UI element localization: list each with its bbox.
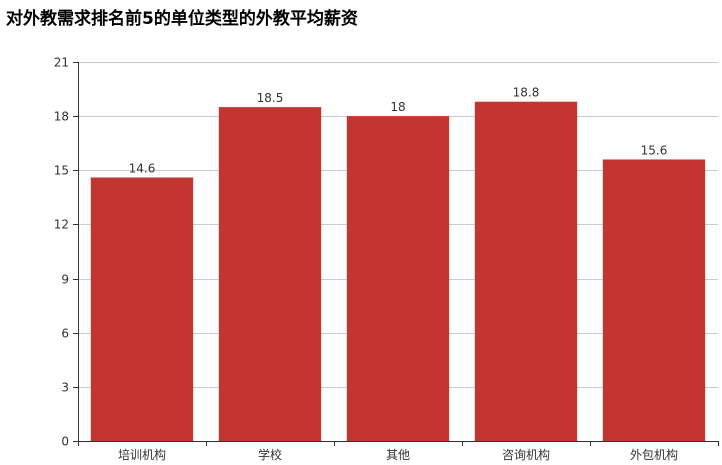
x-axis-tick-label: 学校 <box>258 447 282 462</box>
bar <box>90 177 194 441</box>
y-axis-tick-label: 21 <box>54 56 69 70</box>
data-label: 18.8 <box>513 86 540 100</box>
data-label: 18 <box>390 100 405 114</box>
y-axis-tick-label: 3 <box>61 381 69 395</box>
x-axis-tick-labels: 培训机构 学校 其他 咨询机构 外包机构 <box>118 447 678 462</box>
data-labels: 14.6 18.5 18 18.8 15.6 <box>129 86 668 176</box>
x-axis-tick-label: 咨询机构 <box>502 447 550 462</box>
axes <box>73 62 719 446</box>
bar <box>346 116 450 442</box>
x-axis-tick-label: 其他 <box>386 448 410 462</box>
y-axis-tick-label: 9 <box>61 273 69 287</box>
bar <box>218 107 322 441</box>
data-label: 15.6 <box>641 143 668 157</box>
y-axis-tick-labels: 0 3 6 9 12 15 18 21 <box>54 56 69 449</box>
bars <box>90 101 706 442</box>
y-axis-tick-label: 12 <box>54 218 69 232</box>
x-axis-tick-label: 培训机构 <box>118 447 166 462</box>
data-label: 14.6 <box>129 162 156 176</box>
y-axis-tick-label: 18 <box>54 110 69 124</box>
y-axis-tick-label: 6 <box>61 327 69 341</box>
y-axis-tick-label: 15 <box>54 164 69 178</box>
bar <box>602 159 706 441</box>
x-axis-tick-label: 外包机构 <box>630 447 678 462</box>
y-axis-tick-label: 0 <box>61 435 69 449</box>
chart-title: 对外教需求排名前5的单位类型的外教平均薪资 <box>6 9 358 29</box>
bar <box>474 101 578 441</box>
data-label: 18.5 <box>257 91 284 105</box>
